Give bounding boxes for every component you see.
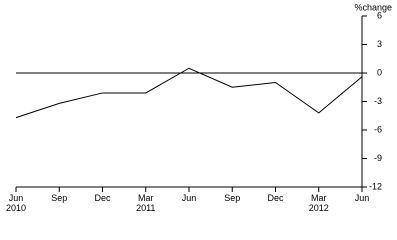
- y-tick-label: 0: [377, 67, 382, 77]
- y-tick-label: -12: [369, 181, 382, 191]
- x-tick-label: Dec: [94, 193, 111, 203]
- y-tick-label: 3: [377, 39, 382, 49]
- y-tick-label: -6: [374, 124, 382, 134]
- y-tick-label: 6: [377, 10, 382, 20]
- x-tick-label: Sep: [51, 193, 67, 203]
- x-tick-label: Jun: [182, 193, 197, 203]
- x-tick-label: Sep: [224, 193, 240, 203]
- data-line: [15, 67, 363, 119]
- x-tick-label: Dec: [267, 193, 284, 203]
- x-tick-label: Jun 2010: [6, 193, 26, 213]
- x-tick-label: Jun: [355, 193, 370, 203]
- x-tick-label: Mar 2011: [136, 193, 155, 213]
- y-axis-label: %change: [354, 2, 392, 12]
- chart: %change 6 3 0 -3 -6 -9 -12 Jun 2010 Sep Dec Mar 2011…: [6, 2, 392, 213]
- y-tick-label: -9: [374, 153, 382, 163]
- y-tick-label: -3: [374, 96, 382, 106]
- x-tick-label: Mar 2012: [309, 193, 329, 213]
